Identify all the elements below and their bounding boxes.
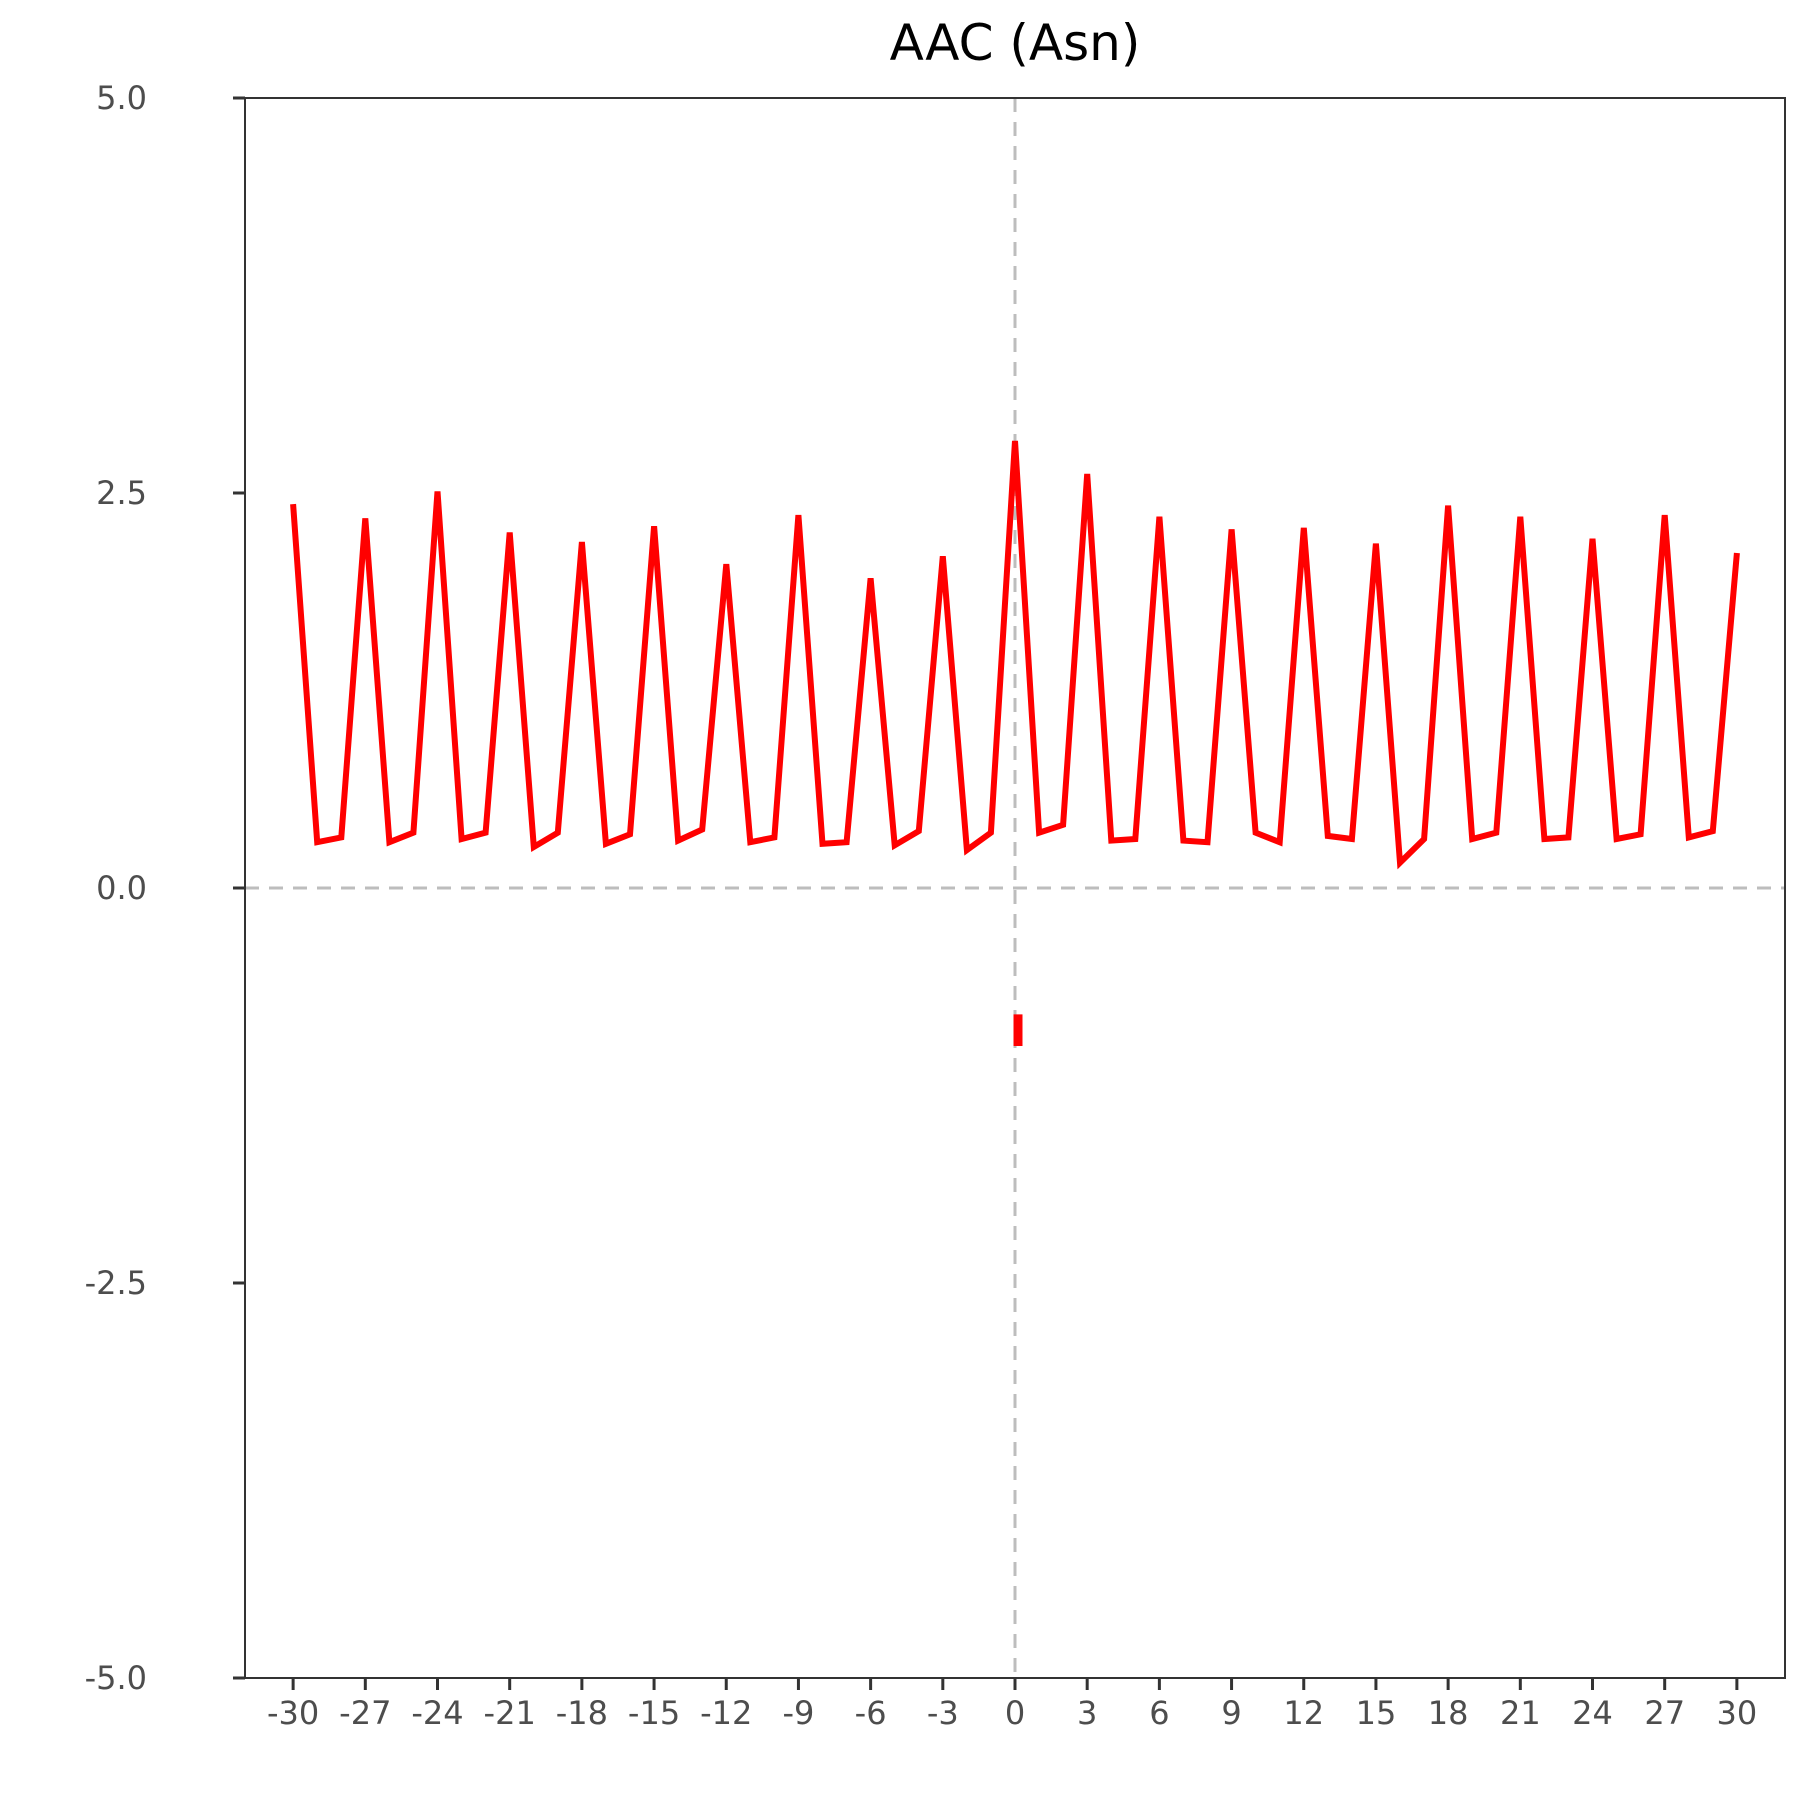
x-tick-label: 3: [1077, 1694, 1097, 1732]
x-tick-label: -9: [782, 1694, 814, 1732]
x-tick-label: 24: [1572, 1694, 1613, 1732]
x-tick-label: -12: [700, 1694, 752, 1732]
x-tick-label: -30: [267, 1694, 319, 1732]
y-tick-label: 5.0: [96, 79, 147, 117]
x-tick-label: 18: [1428, 1694, 1469, 1732]
plot-frame: [244, 97, 1786, 1679]
x-tick-label: 9: [1221, 1694, 1241, 1732]
x-tick-label: -3: [927, 1694, 959, 1732]
x-tick-label: -18: [556, 1694, 608, 1732]
x-tick-label: 21: [1500, 1694, 1541, 1732]
series-line: [290, 440, 1740, 870]
y-tick-label: 2.5: [96, 474, 147, 512]
x-tick-label: -21: [484, 1694, 536, 1732]
x-tick-label: 0: [1005, 1694, 1025, 1732]
x-tick-label: -27: [339, 1694, 391, 1732]
plot-layer: 5.02.50.0-2.5-5.0-30 -27 -24 -21 -18 -15 -12 -9…: [85, 79, 1785, 1732]
x-tick-label: 27: [1644, 1694, 1685, 1732]
x-tick-label: 30: [1717, 1694, 1758, 1732]
y-tick-label: -2.5: [85, 1264, 147, 1302]
x-tick-label: 6: [1149, 1694, 1169, 1732]
y-tick-label: 0.0: [96, 869, 147, 907]
x-tick-label: 12: [1283, 1694, 1324, 1732]
x-tick-label: -15: [628, 1694, 680, 1732]
y-tick-label: -5.0: [85, 1659, 147, 1697]
x-tick-label: 15: [1356, 1694, 1397, 1732]
chart-title: AAC (Asn): [890, 14, 1141, 72]
x-tick-label: -24: [411, 1694, 463, 1732]
x-tick-label: -6: [855, 1694, 887, 1732]
